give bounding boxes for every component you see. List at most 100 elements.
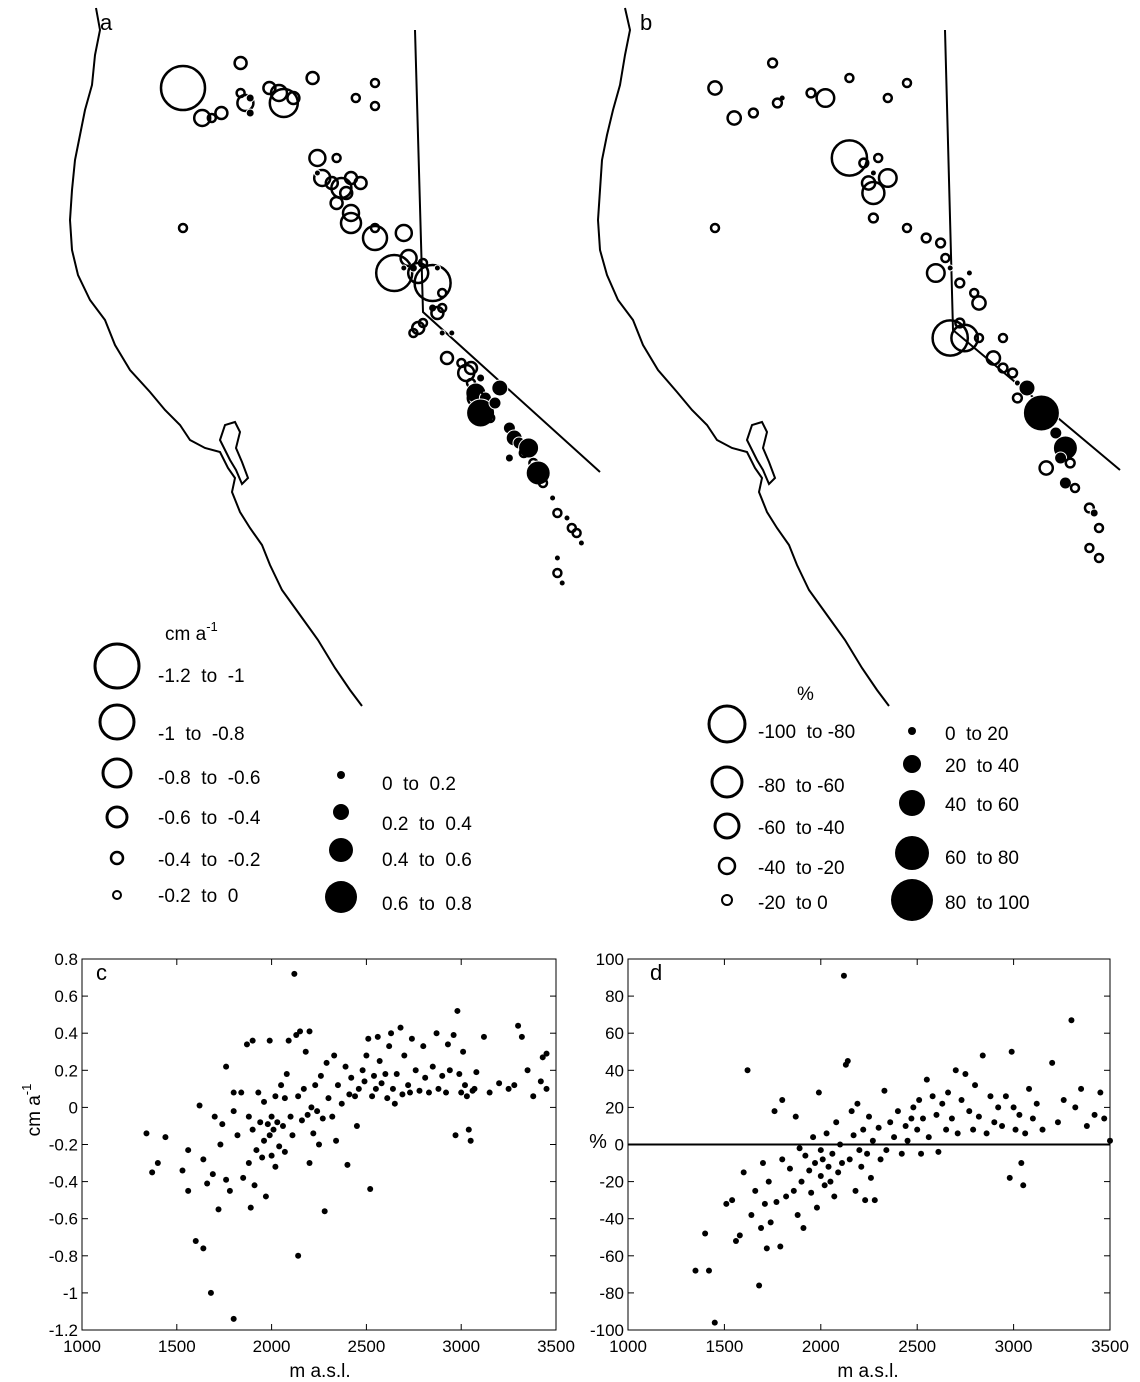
scatter-d-point-119 [1029,1115,1036,1122]
scatter-c-xtick-label-2: 1500 [158,1337,196,1356]
scatter-d-ytick-label-5: -20 [599,1173,624,1192]
scatter-d-point-7 [732,1237,739,1244]
scatter-d-point-66 [866,1113,872,1120]
map-a-point-marker-74 [552,507,563,519]
scatter-d-point-30 [796,1145,803,1152]
scatter-c-point-103 [378,1080,385,1087]
scatter-c-point-153 [543,1050,550,1057]
scatter-c-point-84 [334,1082,341,1089]
scatter-d-xtick-label-1: 1000 [609,1337,647,1356]
scatter-d-point-45 [825,1163,832,1170]
map-a-point-marker-19 [308,148,327,168]
scatter-d-ytick-label-8: 40 [605,1061,624,1080]
map-b-point-marker-45 [1054,451,1068,465]
scatter-c-point-17 [217,1141,224,1148]
scatter-c-point-135 [461,1082,468,1089]
scatter-d-point-20 [771,1108,778,1115]
legend-b-neg-label-2: -80 to -60 [758,776,845,797]
scatter-d-point-110 [1006,1174,1013,1181]
map-a-point-marker-15 [350,92,362,104]
scatter-c-point-49 [272,1163,279,1170]
scatter-d-point-122 [1049,1059,1056,1066]
scatter-d-point-115 [1018,1160,1025,1167]
legend-a-positive: 0 to 0.2 0.2 to 0.4 0.4 to 0.6 0.6 to 0.… [325,771,472,915]
scatter-c-point-74 [314,1108,321,1115]
scatter-c-ytick-label-3: -0.8 [49,1247,78,1266]
map-b-point-marker-3 [747,107,760,119]
scatter-c-point-91 [353,1122,360,1129]
scatter-d-point-116 [1020,1182,1027,1189]
scatter-d-point-105 [987,1093,994,1100]
scatter-c-point-128 [446,1067,453,1074]
scatter-c-point-15 [211,1113,218,1120]
scatter-d-point-55 [844,1058,851,1065]
map-a-point-marker-72 [537,477,549,489]
map-b-point-marker-6 [771,97,784,109]
scatter-c-point-133 [458,1089,465,1096]
map-b-point-marker-23 [934,237,947,249]
scatter-c-point-154 [543,1085,550,1092]
scatter-d-point-38 [813,1204,820,1211]
scatter-d-point-39 [815,1089,822,1096]
scatter-c-point-40 [261,1098,268,1105]
legend-b-neg-label-4: -40 to -20 [758,858,845,879]
scatter-d-ytick-label-7: 20 [605,1098,624,1117]
scatter-d-point-114 [1016,1111,1023,1118]
scatter-c-point-8 [192,1237,199,1244]
scatter-d-point-97 [958,1096,965,1103]
scatter-d-point-96 [954,1130,961,1137]
scatter-c-point-141 [473,1069,480,1076]
scatter-d-point-8 [736,1232,743,1239]
legend-a-neg-marker-6 [112,890,122,900]
map-a-point-marker-30 [339,211,363,235]
map-a-point-marker-70 [504,453,514,463]
map-a-point-marker-68 [518,447,530,459]
scatter-c-point-146 [511,1082,518,1089]
scatter-d-point-41 [817,1147,824,1154]
map-b-point-marker-34 [973,332,985,344]
scatter-d-point-104 [983,1130,990,1137]
scatter-d-point-40 [817,1173,824,1180]
scatter-d-point-29 [794,1211,801,1218]
scatter-c-point-127 [444,1041,451,1048]
scatter-d-point-71 [877,1156,884,1163]
scatter-d-point-19 [767,1219,774,1226]
map-a-point-marker-73 [549,494,557,502]
scatter-c-point-123 [433,1030,440,1037]
legend-a-negative: -1.2 to -1 -1 to -0.8 -0.8 to -0.6 -0.6 … [93,642,261,907]
map-a-point-marker-2 [192,108,212,128]
map-b-point-marker-38 [1006,367,1019,379]
legend-b-pos-marker-1 [908,727,916,735]
scatter-d-point-10 [744,1067,751,1074]
scatter-c-point-31 [247,1204,254,1211]
scatter-d-point-23 [779,1096,786,1103]
scatter-d-point-72 [881,1087,888,1094]
scatter-c-point-92 [355,1085,362,1092]
map-b-point-marker-42 [1022,394,1060,432]
scatter-c-point-27 [240,1174,247,1181]
map-a-point-marker-41 [417,257,429,269]
scatter-c-point-142 [480,1033,487,1040]
scatter-c-point-151 [537,1078,544,1085]
scatter-c-point-119 [420,1043,427,1050]
map-a-point-marker-16 [369,77,381,89]
scatter-c-point-1 [143,1130,150,1137]
scatter-c-ytick-label-11: 0.8 [54,950,78,969]
bay-b [745,420,777,486]
scatter-d-point-4 [711,1319,718,1326]
scatter-d-point-112 [1010,1104,1017,1111]
scatter-d-point-13 [756,1282,763,1289]
legend-a-pos-label-4: 0.6 to 0.8 [382,894,472,915]
legend-a-neg-label-6: -0.2 to 0 [158,886,238,907]
map-b-point-marker-9 [844,72,855,84]
scatter-c-point-78 [321,1208,328,1215]
scatter-c-point-53 [279,1122,286,1129]
scatter-c-point-50 [274,1119,281,1126]
scatter-d-point-123 [1054,1119,1061,1126]
scatter-d-point-22 [777,1243,784,1250]
scatter-d-point-51 [837,1141,844,1148]
map-a-point-marker-22 [331,152,342,164]
scatter-d-point-100 [970,1126,977,1133]
scatter-c-ytick-label-9: 0.4 [54,1024,78,1043]
legend-a-neg-marker-3 [101,757,133,789]
